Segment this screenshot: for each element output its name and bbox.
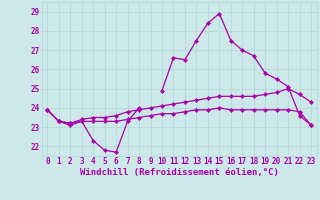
X-axis label: Windchill (Refroidissement éolien,°C): Windchill (Refroidissement éolien,°C) xyxy=(80,168,279,177)
